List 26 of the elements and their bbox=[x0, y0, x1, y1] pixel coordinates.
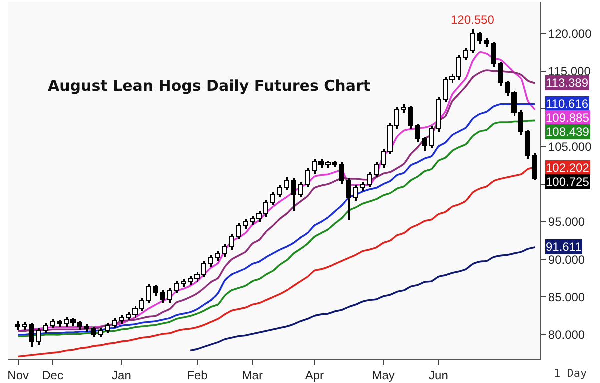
annotation: 120.550 bbox=[451, 13, 495, 27]
x-tick-label: Jan bbox=[112, 368, 132, 382]
text: August Lean Hogs Daily Futures Chart bbox=[48, 76, 371, 95]
x-tick-label: Feb bbox=[187, 368, 208, 382]
data-label: 108.439 bbox=[546, 125, 590, 139]
y-tick-label: 115.000 bbox=[548, 64, 592, 78]
y-tick-label: 105.000 bbox=[548, 140, 592, 154]
text: 1 Day bbox=[554, 367, 588, 380]
x-tick-label: May bbox=[372, 368, 395, 382]
x-tick-label: Nov bbox=[8, 368, 30, 382]
data-label: 113.389 bbox=[546, 76, 589, 90]
data-label: 91.611 bbox=[546, 240, 582, 254]
text: 100.725 bbox=[546, 175, 590, 189]
line-series bbox=[190, 246, 536, 352]
x-tick-label: Apr bbox=[305, 368, 324, 382]
y-tick-label: 90.000 bbox=[548, 252, 586, 267]
data-label: 110.616 bbox=[546, 97, 589, 111]
data-label: 109.885 bbox=[546, 111, 590, 125]
y-tick-label: 80.000 bbox=[548, 328, 586, 342]
y-tick-label: 95.000 bbox=[548, 215, 586, 230]
x-tick-label: Mar bbox=[242, 368, 263, 382]
y-tick-label: 120.000 bbox=[548, 26, 592, 41]
y-tick-label: 85.000 bbox=[548, 290, 586, 304]
x-tick-label: Dec bbox=[42, 368, 64, 382]
x-tick-label: Jun bbox=[429, 368, 448, 382]
data-label: 102.202 bbox=[546, 161, 590, 175]
